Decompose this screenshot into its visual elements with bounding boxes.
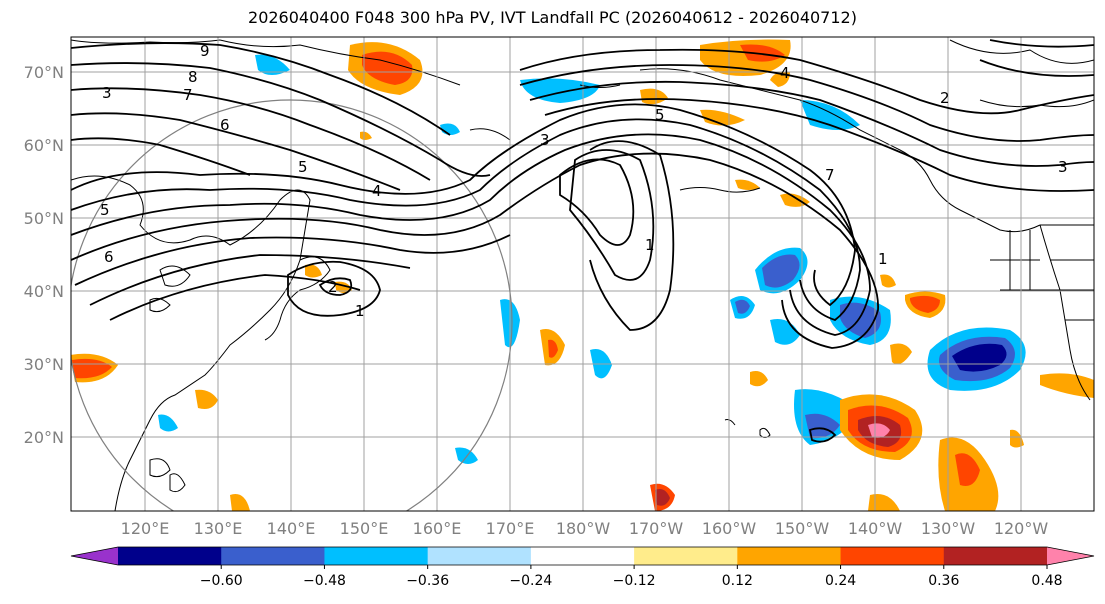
contour-label-3c: 3 [102,84,112,102]
contour-label-2b: 2 [940,89,950,107]
pv-contours [71,39,1094,443]
contour-label-4b: 4 [780,64,790,82]
colorbar-tick-label: −0.48 [303,573,346,589]
colorbar-swatch [943,547,1048,565]
contour-labels: 9 8 7 6 5 4 3 2 1 4 2 3 1 1 7 5 5 3 6 [100,42,1068,320]
contour-label-7: 7 [183,86,193,104]
contour-label-5c: 5 [100,201,110,219]
contour-label-2: 2 [328,278,338,296]
lon-label: 120°E [121,519,170,538]
colorbar-swatch [840,547,945,565]
colorbar [70,546,1095,566]
lon-label: 130°W [921,519,976,538]
pv-shading [71,39,1094,511]
colorbar-tick-label: 0.12 [722,573,753,589]
lon-label: 170°E [486,519,535,538]
colorbar-extend-low [71,547,118,565]
lon-label: 160°W [702,519,757,538]
contour-label-3: 3 [540,131,550,149]
lon-label: 170°W [629,519,684,538]
lat-label: 40°N [24,282,64,301]
contour-label-6b: 6 [104,248,114,266]
contour-label-7b: 7 [825,166,835,184]
lat-label: 60°N [24,136,64,155]
lon-label: 140°E [267,519,316,538]
longitude-labels: 120°E 130°E 140°E 150°E 160°E 170°E 180°… [121,519,1049,538]
lat-label: 20°N [24,428,64,447]
colorbar-swatch [634,547,738,565]
contour-label-1: 1 [355,302,365,320]
map-title: 2026040400 F048 300 hPa PV, IVT Landfall… [248,8,857,27]
colorbar-tick-label: 0.24 [825,573,856,589]
colorbar-swatch [737,547,842,565]
colorbar-outline [70,546,1095,566]
colorbar-tick-label: −0.36 [406,573,449,589]
colorbar-swatch [530,547,635,565]
colorbar-tick-label: −0.60 [200,573,243,589]
contour-label-3b: 3 [1058,158,1068,176]
colorbar-swatch [221,547,325,565]
lon-label: 130°E [194,519,243,538]
colorbar-ticks: −0.60 −0.48 −0.36 −0.24 −0.12 0.12 0.24 0.36 0.4… [200,565,1063,589]
range-circle [71,99,513,511]
colorbar-swatch [427,547,532,565]
contour-label-1b: 1 [878,250,888,268]
lon-label: 150°W [775,519,830,538]
lat-label: 30°N [24,355,64,374]
contour-label-5: 5 [298,158,308,176]
colorbar-swatch [118,547,222,565]
contour-label-5b: 5 [655,106,665,124]
colorbar-swatch [324,547,429,565]
colorbar-extend-high [1047,547,1094,565]
colorbar-tick-label: 0.48 [1031,573,1062,589]
contour-label-8: 8 [188,68,198,86]
lon-label: 140°W [848,519,903,538]
contour-label-1c: 1 [645,236,655,254]
contour-label-9: 9 [200,42,210,60]
contour-label-6: 6 [220,116,230,134]
latitude-labels: 70°N 60°N 50°N 40°N 30°N 20°N [24,63,64,447]
contour-label-4: 4 [372,182,382,200]
lat-label: 50°N [24,209,64,228]
colorbar-tick-label: −0.12 [613,573,656,589]
lat-label: 70°N [24,63,64,82]
lon-label: 180°W [556,519,611,538]
lon-label: 150°E [340,519,389,538]
lon-label: 120°W [994,519,1049,538]
map-frame [70,36,1095,512]
colorbar-tick-label: −0.24 [509,573,552,589]
colorbar-tick-label: 0.36 [928,573,959,589]
lon-label: 160°E [413,519,462,538]
